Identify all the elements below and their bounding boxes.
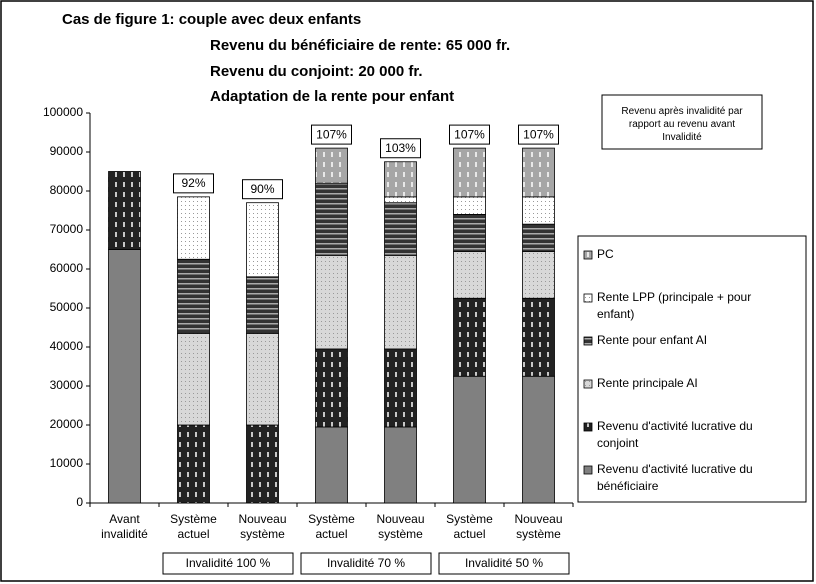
bar-segment	[453, 251, 486, 299]
legend-swatch	[583, 422, 593, 432]
legend-label: Revenu d'activité lucrative du bénéficiai…	[597, 462, 753, 493]
bar-segment	[177, 258, 210, 334]
bar-segment	[522, 251, 555, 299]
bar-segment	[384, 196, 417, 204]
bar-segment	[177, 196, 210, 260]
bar-segment	[246, 202, 279, 278]
legend-label: Rente principale AI	[597, 376, 698, 390]
bar-segment	[453, 147, 486, 198]
x-tick-label: Nouveau système	[376, 512, 424, 541]
group-label: Invalidité 70 %	[327, 556, 405, 570]
bar-segment	[384, 348, 417, 428]
bar-segment	[246, 332, 279, 426]
bar-segment	[315, 426, 348, 504]
bar-segment	[453, 375, 486, 504]
bar-segment	[177, 332, 210, 426]
bar-label-box	[380, 138, 421, 159]
legend-swatch	[583, 293, 593, 303]
legend-label: Rente LPP (principale + pour enfant)	[597, 290, 751, 321]
y-tick-label: 20000	[50, 417, 84, 431]
subtitle: Adaptation de la rente pour enfant	[210, 88, 454, 105]
x-tick-label: Avant invalidité	[101, 512, 148, 541]
group-label: Invalidité 100 %	[186, 556, 271, 570]
bar-segment	[315, 348, 348, 428]
bar-label-box	[449, 124, 490, 145]
subtitle: Revenu du bénéficiaire de rente: 65 000 …	[210, 37, 510, 54]
bar-label: 90%	[250, 182, 274, 196]
bar-segment	[108, 249, 141, 504]
bar-segment	[315, 182, 348, 256]
group-box	[438, 552, 570, 575]
y-tick-label: 10000	[50, 456, 84, 470]
bar-label: 107%	[523, 127, 554, 141]
bar-segment	[246, 424, 279, 504]
bar-segment	[522, 196, 555, 225]
bar-label-box	[173, 173, 214, 194]
bar-label: 92%	[181, 176, 205, 190]
bar-segment	[384, 161, 417, 198]
bar-segment	[384, 254, 417, 350]
annotation-box	[601, 94, 763, 150]
bar-segment	[246, 276, 279, 334]
y-tick-label: 30000	[50, 378, 84, 392]
legend-label: Revenu d'activité lucrative du conjoint	[597, 419, 753, 450]
bar-label: 107%	[454, 127, 485, 141]
bar-segment	[453, 196, 486, 215]
bar-segment	[522, 147, 555, 198]
y-tick-label: 90000	[50, 144, 84, 158]
bar-segment	[522, 375, 555, 504]
bar-segment	[453, 213, 486, 252]
bar-segment	[522, 297, 555, 377]
y-tick-label: 70000	[50, 222, 84, 236]
y-tick-label: 50000	[50, 300, 84, 314]
legend-box	[577, 235, 807, 503]
bar-label: 107%	[316, 127, 347, 141]
legend-label: Rente pour enfant AI	[597, 333, 707, 347]
bar-label: 103%	[385, 141, 416, 155]
bar-label-box	[242, 179, 283, 200]
bar-label-box	[518, 124, 559, 145]
bar-segment	[384, 426, 417, 504]
x-tick-label: Système actuel	[170, 512, 217, 541]
y-tick-label: 0	[76, 495, 83, 509]
legend-swatch	[583, 379, 593, 389]
subtitle: Revenu du conjoint: 20 000 fr.	[210, 63, 423, 80]
x-tick-label: Système actuel	[308, 512, 355, 541]
group-label: Invalidité 50 %	[465, 556, 543, 570]
group-box	[162, 552, 294, 575]
y-tick-label: 80000	[50, 183, 84, 197]
legend-label: PC	[597, 247, 614, 261]
y-tick-label: 100000	[43, 105, 83, 119]
legend-swatch	[583, 465, 593, 475]
y-tick-label: 40000	[50, 339, 84, 353]
x-tick-label: Système actuel	[446, 512, 493, 541]
bar-segment	[522, 223, 555, 252]
y-tick-label: 60000	[50, 261, 84, 275]
group-box	[300, 552, 432, 575]
chart-title: Cas de figure 1: couple avec deux enfant…	[62, 11, 361, 28]
bar-segment	[315, 147, 348, 184]
bar-segment	[453, 297, 486, 377]
bar-segment	[384, 202, 417, 256]
bar-segment	[108, 171, 141, 250]
annotation: Revenu après invalidité par rapport au re…	[621, 106, 743, 143]
bar-label-box	[311, 124, 352, 145]
bar-segment	[177, 424, 210, 504]
x-tick-label: Nouveau système	[238, 512, 286, 541]
legend-swatch	[583, 336, 593, 346]
legend-swatch	[583, 250, 593, 260]
bar-segment	[315, 254, 348, 350]
x-tick-label: Nouveau système	[514, 512, 562, 541]
